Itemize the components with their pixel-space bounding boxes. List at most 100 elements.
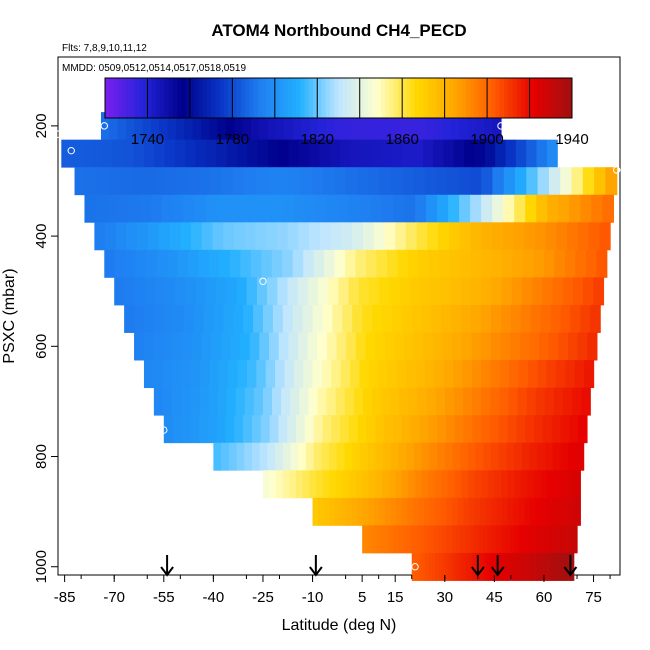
heatmap-cell <box>404 332 415 361</box>
colorbar-tick-label: 1900 <box>470 131 503 148</box>
heatmap-cell <box>554 525 560 554</box>
heatmap-cell <box>524 497 531 526</box>
heatmap-cell <box>282 442 292 471</box>
heatmap-cell <box>368 360 379 389</box>
heatmap-cell <box>234 112 244 141</box>
heatmap-cell <box>393 415 403 444</box>
heatmap-cell <box>535 497 542 526</box>
heatmap-cell <box>454 470 462 499</box>
colorbar-segment <box>151 78 157 118</box>
heatmap-cell <box>465 552 470 581</box>
colorbar-segment <box>436 78 441 118</box>
heatmap-cell <box>485 497 492 526</box>
heatmap-cell <box>498 442 508 471</box>
heatmap-cell <box>553 552 558 581</box>
heatmap-cell <box>485 552 490 581</box>
heatmap-cell <box>570 552 575 581</box>
heatmap-cell <box>438 525 444 554</box>
heatmap-cell <box>144 277 156 306</box>
colorbar-segment <box>351 78 356 118</box>
colorbar-segment <box>410 78 416 118</box>
x-tick-label: -25 <box>252 589 274 606</box>
heatmap-cell <box>353 387 364 416</box>
heatmap-cell <box>293 194 306 223</box>
heatmap-cell <box>71 139 83 168</box>
heatmap-cell <box>434 360 445 389</box>
heatmap-cell <box>142 167 155 196</box>
colorbar-segment <box>559 78 565 118</box>
heatmap-row-500 <box>114 277 605 306</box>
heatmap-cell <box>329 442 338 471</box>
heatmap-cell <box>465 525 471 554</box>
heatmap-cell <box>431 552 436 581</box>
heatmap-cell <box>602 194 614 223</box>
heatmap-cell <box>575 249 587 278</box>
heatmap-cell <box>383 442 392 471</box>
heatmap-cell <box>123 139 135 168</box>
x-tick-label: 15 <box>387 589 404 606</box>
heatmap-cell <box>591 194 603 223</box>
heatmap-cell <box>259 442 268 471</box>
heatmap-cell <box>443 360 454 389</box>
heatmap-cell <box>524 222 536 251</box>
heatmap-cell <box>434 470 443 499</box>
heatmap-cell <box>489 552 494 581</box>
heatmap-cell <box>590 304 601 333</box>
heatmap-cell <box>511 277 523 306</box>
flight-arrows <box>160 555 578 577</box>
heatmap-cell <box>487 525 493 554</box>
heatmap-cell <box>556 222 568 251</box>
heatmap-cell <box>192 112 202 141</box>
heatmap-cell <box>153 387 164 416</box>
colorbar-segment <box>181 78 187 118</box>
heatmap-cell <box>560 470 568 499</box>
heatmap-cell <box>457 497 464 526</box>
heatmap-cell <box>390 497 397 526</box>
heatmap-cell <box>394 332 405 361</box>
heatmap-cell <box>287 222 300 251</box>
heatmap-cell <box>398 442 407 471</box>
heatmap-cell <box>172 415 183 444</box>
heatmap-cell <box>573 470 581 499</box>
heatmap-cell <box>415 552 420 581</box>
heatmap-cell <box>447 167 460 196</box>
heatmap-cell <box>236 442 245 471</box>
heatmap-cell <box>481 167 494 196</box>
x-tick-label: 5 <box>358 589 366 606</box>
heatmap-cell <box>225 112 235 141</box>
colorbar-segment <box>542 78 548 118</box>
heatmap-cell <box>428 552 433 581</box>
heatmap-cell <box>523 552 528 581</box>
heatmap-cell <box>323 167 335 196</box>
heatmap-cell <box>357 497 364 526</box>
heatmap-cell <box>514 470 522 499</box>
colorbar-segment <box>402 78 407 118</box>
heatmap-cell <box>379 277 391 306</box>
heatmap-cell <box>449 249 461 278</box>
colorbar-segment <box>338 78 344 118</box>
colorbar-segment <box>525 78 531 118</box>
heatmap-cell <box>421 470 429 499</box>
colorbar-segment <box>313 78 318 118</box>
heatmap-cell <box>304 415 315 444</box>
colorbar-segment <box>504 78 509 118</box>
heatmap-cell <box>456 525 462 554</box>
heatmap-cell <box>278 332 289 361</box>
heatmap-cell <box>534 415 544 444</box>
heatmap-cell <box>424 167 437 196</box>
heatmap-cell <box>334 249 346 278</box>
heatmap-cell <box>278 415 288 444</box>
heatmap-cell <box>150 112 160 141</box>
heatmap-cell <box>483 442 492 471</box>
colorbar-segment <box>393 78 399 118</box>
heatmap-cell <box>500 332 511 361</box>
colorbar-segment <box>202 78 208 118</box>
colorbar-segment <box>155 78 161 118</box>
heatmap-cell <box>218 360 229 389</box>
flights-text: Flts: 7,8,9,10,11,12 <box>62 43 147 54</box>
heatmap-cell <box>446 497 453 526</box>
heatmap-cell <box>569 415 579 444</box>
heatmap-cell <box>454 415 465 444</box>
heatmap-cell <box>417 387 428 416</box>
